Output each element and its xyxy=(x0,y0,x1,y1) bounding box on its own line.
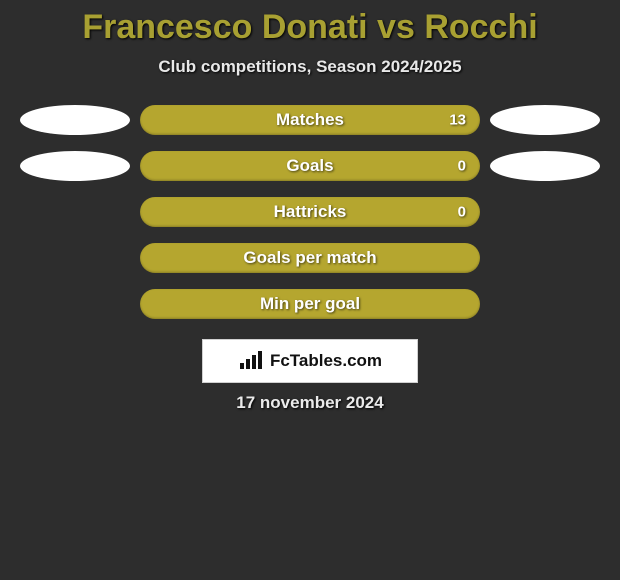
stat-row: Hattricks 0 xyxy=(0,197,620,227)
player-right-marker xyxy=(490,105,600,135)
stat-bar: Matches 13 xyxy=(140,105,480,135)
stat-label: Goals per match xyxy=(243,248,376,268)
spacer xyxy=(490,197,600,227)
player-left-marker xyxy=(20,105,130,135)
brand-name: FcTables.com xyxy=(270,351,382,371)
stat-value-right: 0 xyxy=(458,158,466,175)
stat-label: Goals xyxy=(286,156,333,176)
page-subtitle: Club competitions, Season 2024/2025 xyxy=(0,57,620,77)
brand-badge[interactable]: FcTables.com xyxy=(202,339,418,383)
spacer xyxy=(20,243,130,273)
comparison-card: Francesco Donati vs Rocchi Club competit… xyxy=(0,0,620,413)
player-left-marker xyxy=(20,151,130,181)
stat-bar: Min per goal xyxy=(140,289,480,319)
stat-bar: Goals 0 xyxy=(140,151,480,181)
spacer xyxy=(20,197,130,227)
spacer xyxy=(490,243,600,273)
stat-row: Goals per match xyxy=(0,243,620,273)
stat-row: Matches 13 xyxy=(0,105,620,135)
snapshot-date: 17 november 2024 xyxy=(0,393,620,413)
brand-bars-icon xyxy=(238,351,264,371)
stat-label: Matches xyxy=(276,110,344,130)
spacer xyxy=(20,289,130,319)
stats-rows: Matches 13 Goals 0 Hattricks 0 Goals per match… xyxy=(0,105,620,319)
stat-value-right: 0 xyxy=(458,204,466,221)
stat-bar: Hattricks 0 xyxy=(140,197,480,227)
stat-label: Min per goal xyxy=(260,294,360,314)
stat-row: Goals 0 xyxy=(0,151,620,181)
page-title: Francesco Donati vs Rocchi xyxy=(0,8,620,47)
player-right-marker xyxy=(490,151,600,181)
stat-value-right: 13 xyxy=(449,112,466,129)
spacer xyxy=(490,289,600,319)
stat-label: Hattricks xyxy=(274,202,347,222)
stat-row: Min per goal xyxy=(0,289,620,319)
stat-bar: Goals per match xyxy=(140,243,480,273)
